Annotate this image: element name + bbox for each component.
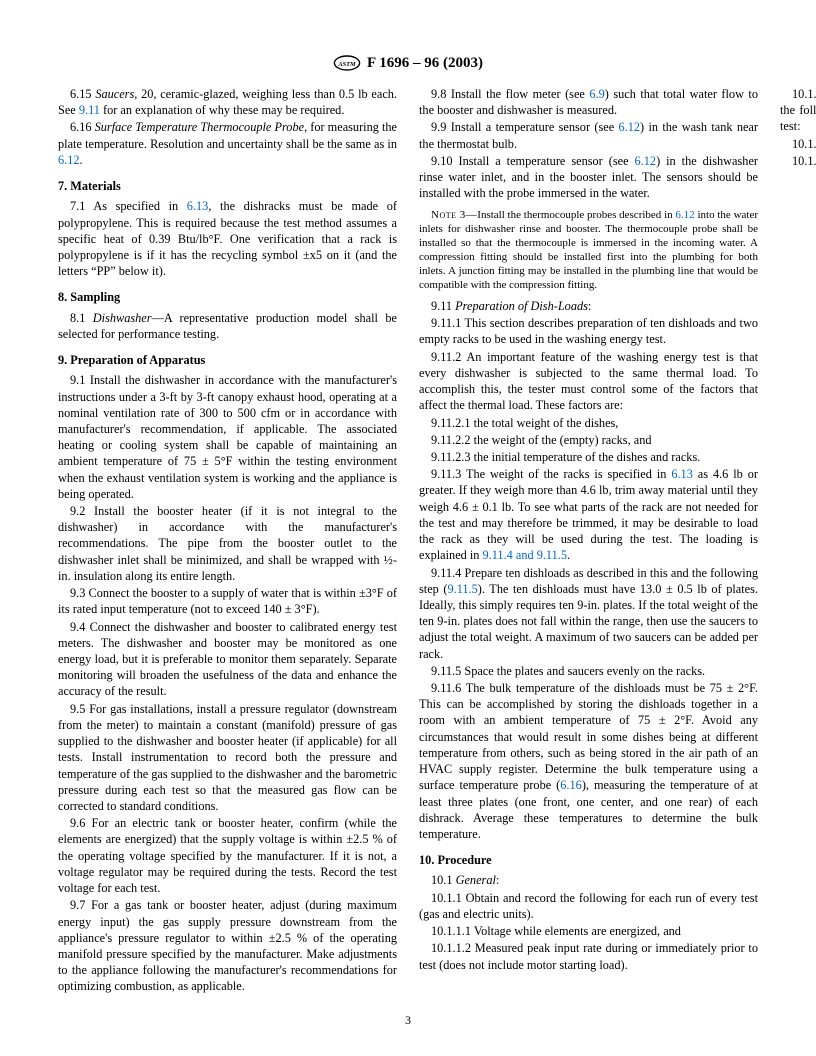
page-number: 3 [0, 1013, 816, 1028]
astm-logo-icon: ASTM [333, 54, 361, 72]
xref-6-12b[interactable]: 6.12 [619, 120, 641, 134]
xref-6-13b[interactable]: 6.13 [671, 467, 693, 481]
para-7-1: 7.1 As specified in 6.13, the dishracks … [58, 198, 397, 279]
xref-6-16[interactable]: 6.16 [560, 778, 582, 792]
para-9-5: 9.5 For gas installations, install a pre… [58, 701, 397, 815]
para-6-16: 6.16 Surface Temperature Thermocouple Pr… [58, 119, 397, 168]
xref-6-13[interactable]: 6.13 [187, 199, 209, 213]
para-9-11-2-1: 9.11.2.1 the total weight of the dishes, [419, 415, 758, 431]
section-9-head: 9. Preparation of Apparatus [58, 352, 397, 368]
section-8-head: 8. Sampling [58, 289, 397, 305]
para-10-1-2-1: 10.1.2.1 Higher heating value, [780, 136, 816, 152]
xref-9-11-5[interactable]: 9.11.5 [447, 582, 477, 596]
para-9-9: 9.9 Install a temperature sensor (see 6.… [419, 119, 758, 151]
para-10-1-1-2: 10.1.1.2 Measured peak input rate during… [419, 940, 758, 972]
xref-9-11[interactable]: 9.11 [79, 103, 100, 117]
para-9-11-3: 9.11.3 The weight of the racks is specif… [419, 466, 758, 563]
para-9-11-6: 9.11.6 The bulk temperature of the dishl… [419, 680, 758, 842]
para-9-11-1: 9.11.1 This section describes preparatio… [419, 315, 758, 347]
page-container: ASTM F 1696 – 96 (2003) 6.15 Saucers, 20… [0, 0, 816, 1056]
document-header: ASTM F 1696 – 96 (2003) [58, 54, 758, 72]
para-9-6: 9.6 For an electric tank or booster heat… [58, 815, 397, 896]
xref-6-9[interactable]: 6.9 [589, 87, 604, 101]
xref-6-12c[interactable]: 6.12 [635, 154, 657, 168]
para-9-11-2: 9.11.2 An important feature of the washi… [419, 349, 758, 414]
para-9-2: 9.2 Install the booster heater (if it is… [58, 503, 397, 584]
xref-9-11-4-5[interactable]: 9.11.4 and 9.11.5 [483, 548, 567, 562]
para-9-3: 9.3 Connect the booster to a supply of w… [58, 585, 397, 617]
xref-6-12[interactable]: 6.12 [58, 153, 80, 167]
para-9-11-4: 9.11.4 Prepare ten dishloads as describe… [419, 565, 758, 662]
svg-text:ASTM: ASTM [337, 61, 356, 68]
para-9-1: 9.1 Install the dishwasher in accordance… [58, 372, 397, 502]
para-9-11: 9.11 Preparation of Dish-Loads: [419, 298, 758, 314]
standard-id: F 1696 – 96 (2003) [367, 55, 483, 72]
para-6-15: 6.15 Saucers, 20, ceramic-glazed, weighi… [58, 86, 397, 118]
para-9-8: 9.8 Install the flow meter (see 6.9) suc… [419, 86, 758, 118]
xref-6-12d[interactable]: 6.12 [675, 209, 694, 221]
para-10-1: 10.1 General: [419, 872, 758, 888]
para-9-4: 9.4 Connect the dishwasher and booster t… [58, 619, 397, 700]
para-10-1-1-1: 10.1.1.1 Voltage while elements are ener… [419, 923, 758, 939]
para-9-11-5: 9.11.5 Space the plates and saucers even… [419, 663, 758, 679]
para-8-1: 8.1 Dishwasher—A representative producti… [58, 310, 397, 342]
note-3: Note 3—Install the thermocouple probes d… [419, 208, 758, 292]
section-10-head: 10. Procedure [419, 852, 758, 868]
para-10-1-2-2: 10.1.2.2 Standard gas conditions for cal… [780, 153, 816, 169]
para-9-7: 9.7 For a gas tank or booster heater, ad… [58, 897, 397, 994]
para-9-10: 9.10 Install a temperature sensor (see 6… [419, 153, 758, 202]
text-columns: 6.15 Saucers, 20, ceramic-glazed, weighi… [58, 86, 758, 1006]
para-9-11-2-2: 9.11.2.2 the weight of the (empty) racks… [419, 432, 758, 448]
para-9-11-2-3: 9.11.2.3 the initial temperature of the … [419, 449, 758, 465]
section-7-head: 7. Materials [58, 178, 397, 194]
para-10-1-2: 10.1.2 For dishwashers with a gas-powere… [780, 86, 816, 135]
para-10-1-1: 10.1.1 Obtain and record the following f… [419, 890, 758, 922]
